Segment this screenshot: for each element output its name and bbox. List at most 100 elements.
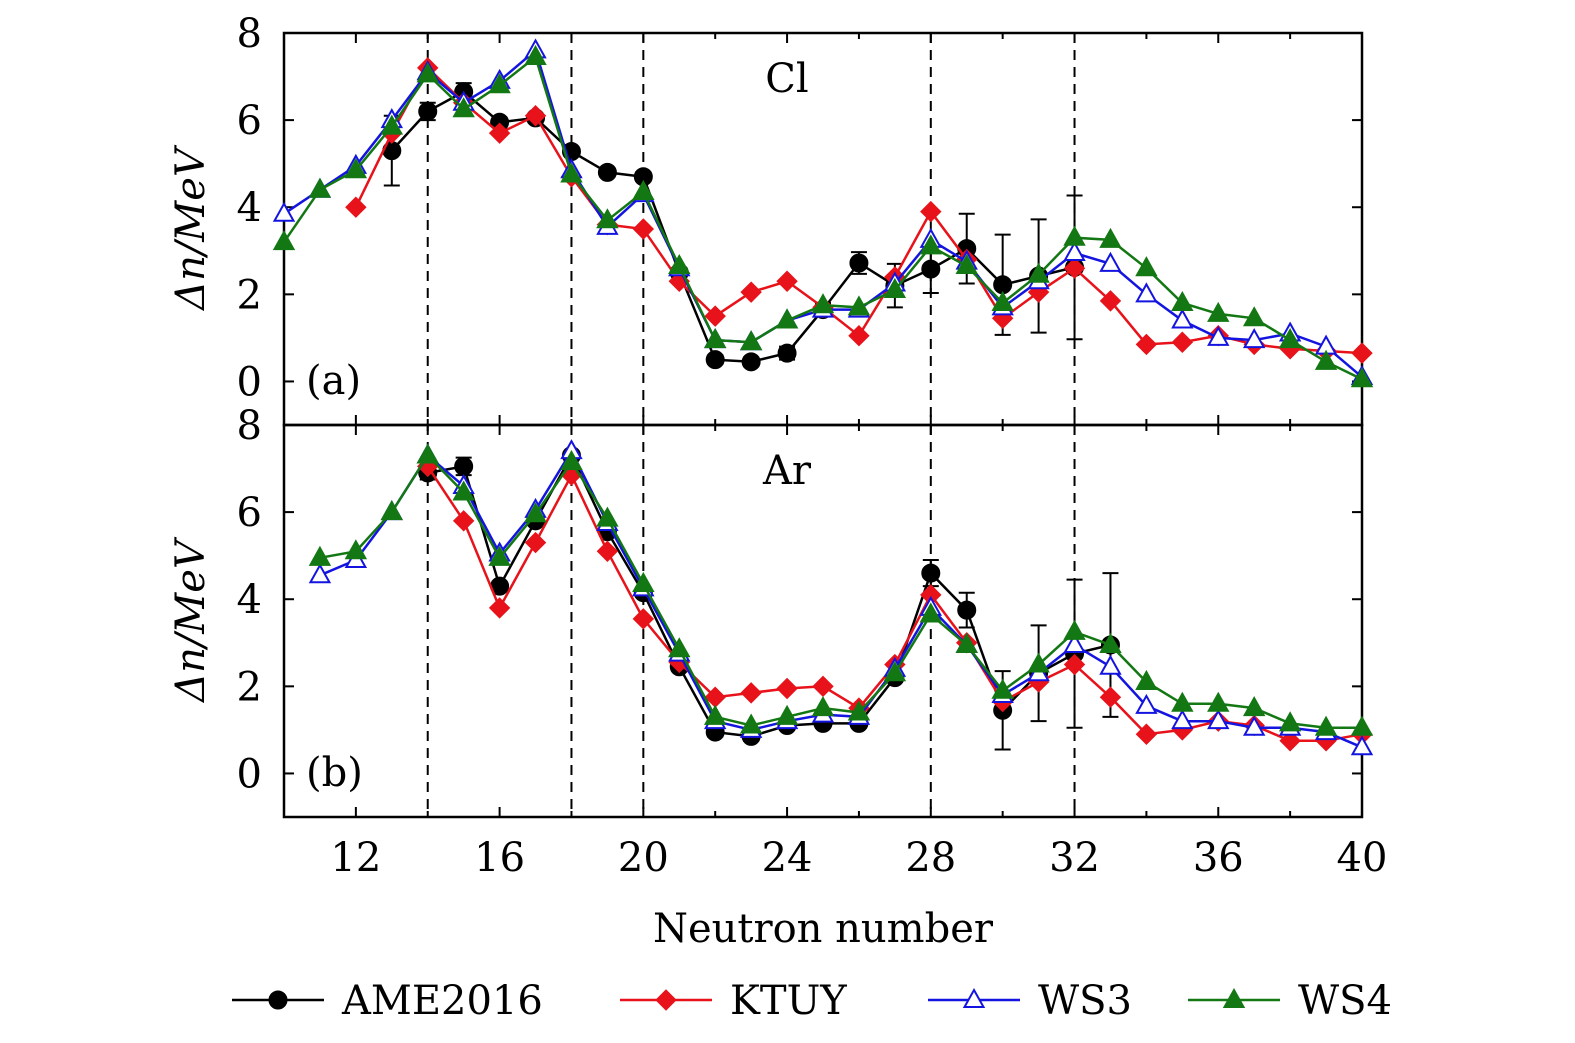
point-cl-ws4 [1278, 328, 1302, 349]
legend: AME2016 KTUY WS3 WS4 [232, 978, 1392, 1024]
point-ar-ktuy [1099, 686, 1122, 708]
xtick-label-32: 32 [1049, 835, 1100, 881]
plot-frame-ar [282, 423, 1364, 819]
point-cl-ws4 [919, 234, 943, 255]
element-label-cl: Cl [765, 56, 808, 102]
point-cl-ktuy [776, 270, 798, 292]
point-cl-ws4 [775, 308, 799, 329]
point-ar-ktuy [1135, 723, 1158, 745]
point-cl-ame2016 [741, 352, 761, 372]
point-cl-ws4 [955, 253, 978, 275]
point-cl-ws4 [1063, 225, 1086, 246]
xtick-label-24: 24 [762, 835, 813, 881]
point-ar-ws4 [1099, 632, 1122, 653]
point-cl-ktuy [740, 281, 762, 303]
point-ar-ws4 [560, 449, 583, 471]
point-cl-ws4 [739, 330, 763, 351]
point-cl-ame2016 [597, 162, 617, 182]
legend-label: WS3 [1038, 978, 1132, 1024]
point-ar-ktuy [776, 677, 798, 700]
series-cl-ws3 [272, 38, 1374, 386]
point-ar-ws4 [1314, 715, 1338, 736]
point-ar-ws3 [1063, 632, 1086, 653]
point-cl-ws4 [1314, 349, 1338, 370]
point-ar-ws3 [1242, 715, 1266, 736]
point-ar-ws4 [524, 502, 547, 523]
element-label-ar: Ar [762, 448, 812, 494]
point-ar-ws3 [1350, 735, 1374, 756]
point-cl-ws4 [380, 114, 404, 135]
point-ar-ktuy [1063, 653, 1086, 676]
series-cl-ws4 [272, 44, 1374, 388]
point-cl-ktuy [345, 196, 367, 218]
point-ar-ws3 [1135, 693, 1158, 714]
point-cl-ws4 [1171, 290, 1194, 312]
point-cl-ktuy [848, 325, 870, 347]
point-ar-ktuy [524, 531, 547, 554]
point-ar-ktuy [812, 675, 834, 698]
point-ar-ws4 [991, 678, 1014, 699]
point-cl-ws4 [1027, 262, 1050, 283]
point-cl-ktuy [524, 105, 547, 127]
point-cl-ws3 [272, 201, 296, 222]
point-ar-ws4 [1063, 619, 1086, 640]
legend-label: WS4 [1298, 978, 1392, 1024]
xtick-label-36: 36 [1193, 835, 1244, 881]
point-cl-ws4 [272, 230, 296, 251]
ytick-label-ar-8: 8 [237, 403, 262, 449]
legend-item-ame2016: AME2016 [232, 978, 543, 1024]
point-cl-ktuy [920, 200, 942, 223]
point-cl-ame2016 [921, 259, 941, 279]
legend-marker [962, 987, 986, 1008]
point-ar-ws4 [955, 632, 978, 653]
ytick-label-cl-2: 2 [237, 272, 262, 318]
point-cl-ktuy [488, 122, 511, 144]
point-ar-ws4 [668, 637, 691, 658]
point-cl-ktuy [704, 305, 726, 327]
point-ar-ws4 [1171, 691, 1194, 712]
point-ar-ws3 [1171, 709, 1194, 730]
point-ar-ws3 [1207, 709, 1230, 730]
series-ar-ws4 [308, 443, 1374, 736]
point-cl-ktuy [1351, 342, 1373, 364]
point-ar-ws4 [1278, 711, 1302, 732]
point-ar-ktuy [1279, 730, 1301, 752]
point-cl-ws4 [1207, 301, 1230, 322]
point-ar-ws4 [596, 506, 619, 527]
ytick-label-cl-8: 8 [237, 11, 262, 57]
point-ar-ws4 [1242, 696, 1266, 717]
series-line-ar-ws4 [319, 453, 1362, 729]
xtick-label-16: 16 [474, 835, 525, 881]
ytick-label-ar-2: 2 [237, 664, 262, 710]
point-cl-ws3 [1207, 325, 1230, 346]
xtick-label-12: 12 [330, 835, 381, 881]
point-cl-ame2016 [705, 350, 725, 370]
point-ar-ktuy [596, 540, 619, 563]
point-cl-ws3 [1099, 251, 1122, 272]
panel-cl: Cl (a) Δn/MeV 0 2 4 6 8 [168, 11, 1374, 427]
ytick-label-ar-0: 0 [237, 751, 262, 797]
ytick-label-ar-4: 4 [237, 577, 262, 623]
point-cl-ws4 [847, 295, 871, 316]
point-ar-ame2016 [921, 563, 941, 583]
point-ar-ws3 [1099, 654, 1122, 675]
point-cl-ws4 [991, 290, 1014, 312]
point-cl-ws4 [811, 293, 835, 314]
legend-label: AME2016 [341, 978, 543, 1024]
x-axis-label: Neutron number [653, 906, 994, 952]
ytick-label-ar-6: 6 [237, 490, 262, 536]
point-cl-ws4 [1242, 306, 1266, 327]
point-ar-ws4 [488, 545, 511, 566]
point-cl-ws4 [308, 177, 332, 198]
point-cl-ame2016 [777, 343, 797, 363]
point-cl-ktuy [632, 218, 655, 240]
legend-item-ws4: WS4 [1188, 978, 1392, 1024]
point-cl-ws3 [1135, 282, 1158, 303]
point-cl-ws4 [560, 162, 583, 183]
legend-item-ktuy: KTUY [620, 978, 847, 1024]
legend-label: KTUY [730, 978, 847, 1024]
legend-item-ws3: WS3 [928, 978, 1132, 1024]
point-ar-ws4 [1135, 669, 1158, 690]
point-ar-ws4 [1350, 715, 1374, 736]
